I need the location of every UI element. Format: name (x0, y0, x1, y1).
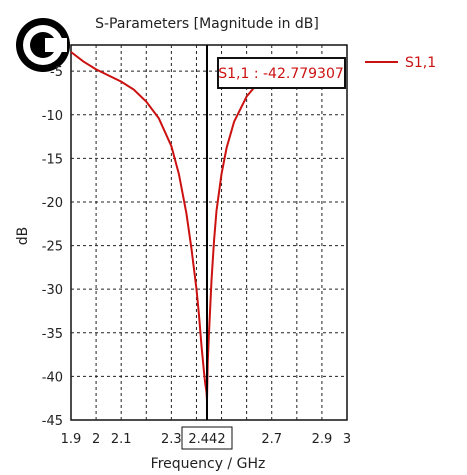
y-tick-label: -15 (42, 152, 63, 167)
y-axis-label: dB (15, 227, 31, 246)
y-tick-label: -45 (42, 414, 63, 429)
marker-x-box (181, 426, 233, 450)
x-axis-label: Frequency / GHz (151, 456, 266, 472)
y-tick-label: -10 (42, 109, 63, 124)
y-tick-label: -35 (42, 327, 63, 342)
x-tick-label: 2.1 (111, 432, 132, 447)
y-tick-label: -25 (42, 240, 63, 255)
x-tick-label: 2 (92, 432, 100, 447)
x-tick-label: 3 (343, 432, 351, 447)
y-tick-label: -20 (42, 196, 63, 211)
marker-annotation-text: S1,1 : -42.779307 (218, 66, 344, 82)
grid (71, 45, 347, 420)
y-tick-label: -30 (42, 283, 63, 298)
y-tick-label: -40 (42, 370, 63, 385)
legend-label-s11: S1,1 (405, 55, 436, 71)
marker-x-label: 2.442 (188, 432, 225, 447)
plot-area (70, 44, 348, 421)
x-tick-label: 1.9 (61, 432, 82, 447)
series-s11-line (70, 51, 273, 401)
x-tick-label: 2.7 (261, 432, 282, 447)
chart-title: S-Parameters [Magnitude in dB] (95, 16, 319, 32)
y-axis-ticks: -5 -10 -15 -20 -25 -30 -35 -40 -45 (42, 65, 63, 429)
y-tick-label: -5 (50, 65, 63, 80)
x-tick-label: 2.3 (161, 432, 182, 447)
x-axis-ticks: 1.9 2 2.1 2.3 2.7 2.9 3 (61, 432, 351, 447)
x-tick-label: 2.9 (312, 432, 333, 447)
logo-c-icon (16, 18, 70, 72)
marker-annotation-box (217, 57, 346, 89)
